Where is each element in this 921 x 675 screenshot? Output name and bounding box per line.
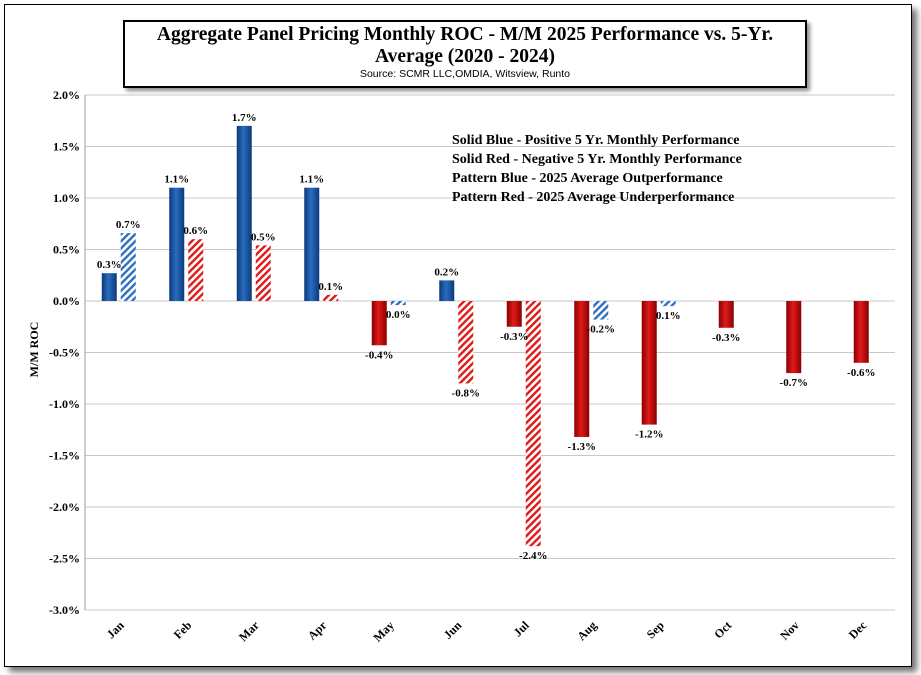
bar-pattern-apr <box>323 294 339 301</box>
data-label-solid: -0.4% <box>365 349 393 361</box>
chart-title-line1: Aggregate Panel Pricing Monthly ROC - M/… <box>156 24 774 45</box>
bar-solid-dec <box>853 301 869 363</box>
data-label-solid: -0.6% <box>847 367 875 379</box>
data-label-pattern: 0.1% <box>656 310 681 322</box>
x-tick-label: Feb <box>171 618 195 642</box>
data-labels: 0.3% 0.7% 1.1% 0.6% 1.7% 0.5% 1.1% 0.1% -0.4% 0.0… <box>97 112 876 562</box>
y-tick-label: 1.5% <box>53 140 80 154</box>
y-tick-label: -2.5% <box>49 552 80 566</box>
bar-solid-may <box>371 301 387 346</box>
data-label-solid: -0.3% <box>712 332 740 344</box>
y-tick-label: -3.0% <box>49 603 80 617</box>
chart-source: Source: SCMR LLC,OMDIA, Witsview, Runto <box>359 68 571 80</box>
legend-item-solid-red: Solid Red - Negative 5 Yr. Monthly Perfo… <box>452 152 742 167</box>
y-axis-title: M/M ROC <box>27 322 41 378</box>
legend-item-pattern-blue: Pattern Blue - 2025 Average Outperforman… <box>452 171 723 186</box>
bar-solid-oct <box>718 301 734 328</box>
bar-solid-sep <box>641 301 657 425</box>
y-tick-label: -2.0% <box>49 500 80 514</box>
x-tick-label: May <box>370 618 396 644</box>
x-tick-label: Sep <box>644 618 667 641</box>
bar-solid-apr <box>304 187 320 301</box>
chart-title-line2: Average (2020 - 2024) <box>375 46 555 67</box>
data-label-pattern: -0.2% <box>587 324 615 336</box>
bars <box>101 125 869 547</box>
data-label-solid: -1.2% <box>635 429 663 441</box>
title-box: Aggregate Panel Pricing Monthly ROC - M/… <box>123 20 807 88</box>
data-label-pattern: 0.0% <box>386 309 411 321</box>
data-label-pattern: 0.5% <box>251 231 276 243</box>
bar-pattern-sep <box>660 301 676 307</box>
data-label-pattern: -0.8% <box>452 387 480 399</box>
data-label-solid: 0.3% <box>97 259 122 271</box>
data-label-solid: 1.1% <box>299 174 324 186</box>
data-label-solid: 1.7% <box>232 112 257 124</box>
x-tick-label: Mar <box>236 618 262 644</box>
legend-item-solid-blue: Solid Blue - Positive 5 Yr. Monthly Perf… <box>452 133 740 148</box>
legend-item-pattern-red: Pattern Red - 2025 Average Underperforma… <box>452 190 735 205</box>
legend: Solid Blue - Positive 5 Yr. Monthly Perf… <box>452 131 742 207</box>
data-label-solid: 0.2% <box>434 266 459 278</box>
bar-pattern-mar <box>255 245 271 301</box>
x-tick-label: Oct <box>711 618 734 641</box>
bar-solid-feb <box>169 187 185 301</box>
data-label-pattern: 0.6% <box>183 225 208 237</box>
gridlines <box>85 94 895 611</box>
x-tick-label: Aug <box>574 618 599 643</box>
data-label-solid: -0.3% <box>500 331 528 343</box>
bar-solid-mar <box>236 125 252 302</box>
data-label-pattern: 0.1% <box>318 281 343 293</box>
y-tick-label: 1.0% <box>53 191 80 205</box>
bar-solid-jul <box>506 301 522 327</box>
data-label-pattern: -2.4% <box>519 550 547 562</box>
bar-pattern-jan <box>120 233 136 301</box>
y-tick-label: -1.0% <box>49 397 80 411</box>
data-label-solid: 1.1% <box>164 174 189 186</box>
bar-pattern-jul <box>525 301 541 547</box>
bar-solid-aug <box>574 301 590 437</box>
axes: 2.0% 1.5% 1.0% 0.5% 0.0% -0.5% -1.0% -1.5% -2.0%… <box>27 88 870 645</box>
y-tick-label: -1.5% <box>49 449 80 463</box>
bar-pattern-jun <box>458 301 474 384</box>
data-label-solid: -1.3% <box>568 441 596 453</box>
bar-pattern-may <box>390 301 406 306</box>
x-tick-label: Nov <box>777 618 802 643</box>
chart-frame: Aggregate Panel Pricing Monthly ROC - M/… <box>4 4 912 667</box>
x-tick-label: Jun <box>441 618 465 642</box>
x-tick-label: Jul <box>511 618 533 640</box>
data-label-pattern: 0.7% <box>116 219 141 231</box>
y-tick-label: 0.5% <box>53 243 80 257</box>
y-tick-label: 0.0% <box>53 294 80 308</box>
x-tick-label: Apr <box>305 618 330 643</box>
bar-solid-jan <box>101 273 117 301</box>
bar-pattern-aug <box>593 301 609 320</box>
x-tick-label: Jan <box>104 618 127 641</box>
y-tick-label: 2.0% <box>53 88 80 102</box>
bar-solid-nov <box>786 301 802 374</box>
y-tick-label: -0.5% <box>49 346 80 360</box>
bar-solid-jun <box>439 280 455 301</box>
data-label-solid: -0.7% <box>780 377 808 389</box>
bar-pattern-feb <box>188 239 204 301</box>
x-tick-label: Dec <box>846 618 870 642</box>
